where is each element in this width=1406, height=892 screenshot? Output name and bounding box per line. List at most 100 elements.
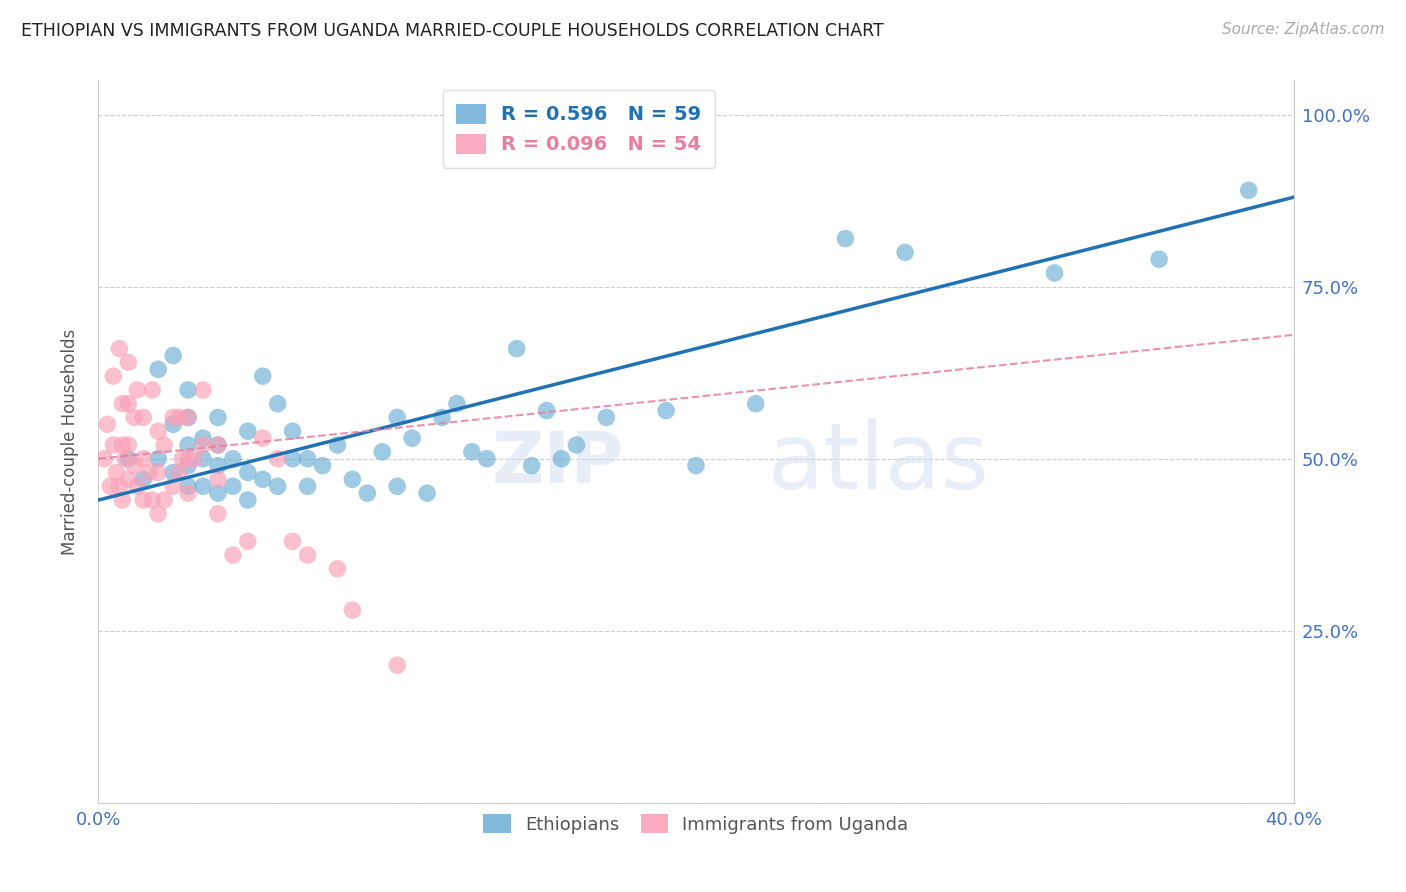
Point xyxy=(162,417,184,432)
Point xyxy=(326,438,349,452)
Point xyxy=(222,548,245,562)
Point xyxy=(124,410,146,425)
Point xyxy=(111,438,134,452)
Point xyxy=(117,451,139,466)
Point xyxy=(520,458,543,473)
Point xyxy=(162,349,184,363)
Point xyxy=(132,410,155,425)
Point xyxy=(177,438,200,452)
Legend: Ethiopians, Immigrants from Uganda: Ethiopians, Immigrants from Uganda xyxy=(472,804,920,845)
Point xyxy=(685,458,707,473)
Point xyxy=(167,410,190,425)
Point xyxy=(207,458,229,473)
Point xyxy=(132,472,155,486)
Point xyxy=(252,431,274,445)
Point xyxy=(117,397,139,411)
Point xyxy=(281,534,304,549)
Point xyxy=(141,493,163,508)
Point xyxy=(475,451,498,466)
Point xyxy=(153,493,176,508)
Point xyxy=(177,479,200,493)
Point xyxy=(172,451,194,466)
Point xyxy=(550,451,572,466)
Point xyxy=(267,479,290,493)
Point xyxy=(105,466,128,480)
Point xyxy=(222,451,245,466)
Point xyxy=(207,438,229,452)
Point xyxy=(191,438,214,452)
Point xyxy=(536,403,558,417)
Point xyxy=(127,479,149,493)
Text: atlas: atlas xyxy=(768,418,990,508)
Point xyxy=(461,445,484,459)
Point xyxy=(148,362,170,376)
Point xyxy=(236,493,259,508)
Point xyxy=(98,479,122,493)
Point xyxy=(401,431,423,445)
Point xyxy=(127,383,149,397)
Point xyxy=(162,466,184,480)
Point xyxy=(207,507,229,521)
Point xyxy=(655,403,678,417)
Point xyxy=(267,451,290,466)
Point xyxy=(111,493,134,508)
Point xyxy=(267,397,290,411)
Point xyxy=(93,451,115,466)
Text: ETHIOPIAN VS IMMIGRANTS FROM UGANDA MARRIED-COUPLE HOUSEHOLDS CORRELATION CHART: ETHIOPIAN VS IMMIGRANTS FROM UGANDA MARR… xyxy=(21,22,884,40)
Point xyxy=(430,410,453,425)
Point xyxy=(506,342,529,356)
Point xyxy=(108,479,131,493)
Point xyxy=(834,231,856,245)
Point xyxy=(114,451,136,466)
Point xyxy=(894,245,917,260)
Point xyxy=(191,479,214,493)
Point xyxy=(297,479,319,493)
Point xyxy=(281,424,304,438)
Point xyxy=(236,424,259,438)
Point xyxy=(103,438,125,452)
Point xyxy=(191,431,214,445)
Point xyxy=(191,451,214,466)
Point xyxy=(356,486,378,500)
Point xyxy=(167,466,190,480)
Point xyxy=(252,369,274,384)
Point xyxy=(745,397,768,411)
Point xyxy=(326,562,349,576)
Point xyxy=(416,486,439,500)
Point xyxy=(138,466,160,480)
Point xyxy=(111,397,134,411)
Point xyxy=(236,534,259,549)
Point xyxy=(148,507,170,521)
Point xyxy=(236,466,259,480)
Point xyxy=(96,417,118,432)
Point xyxy=(108,342,131,356)
Point xyxy=(311,458,333,473)
Point xyxy=(148,451,170,466)
Point xyxy=(252,472,274,486)
Point xyxy=(183,451,205,466)
Point xyxy=(162,479,184,493)
Point xyxy=(297,548,319,562)
Point xyxy=(595,410,617,425)
Point xyxy=(385,479,409,493)
Point xyxy=(153,438,176,452)
Y-axis label: Married-couple Households: Married-couple Households xyxy=(60,328,79,555)
Point xyxy=(177,486,200,500)
Point xyxy=(117,438,139,452)
Point xyxy=(342,472,364,486)
Point xyxy=(132,493,155,508)
Point xyxy=(191,383,214,397)
Point xyxy=(117,355,139,369)
Point xyxy=(124,458,146,473)
Text: ZIP: ZIP xyxy=(492,429,624,498)
Point xyxy=(177,383,200,397)
Point xyxy=(342,603,364,617)
Text: Source: ZipAtlas.com: Source: ZipAtlas.com xyxy=(1222,22,1385,37)
Point xyxy=(371,445,394,459)
Point xyxy=(177,410,200,425)
Point xyxy=(297,451,319,466)
Point xyxy=(141,383,163,397)
Point xyxy=(1237,183,1260,197)
Point xyxy=(132,451,155,466)
Point xyxy=(1147,252,1170,267)
